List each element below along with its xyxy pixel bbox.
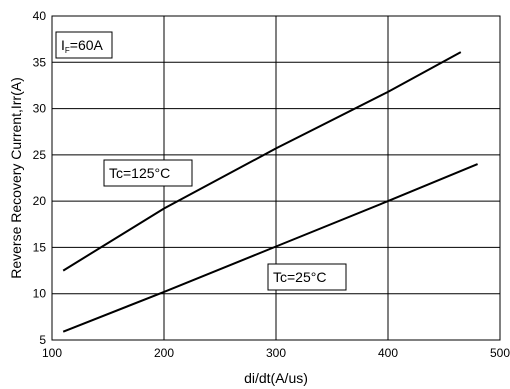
plot-area-frame [51, 15, 501, 341]
x-tick-label: 100 [42, 346, 62, 360]
series-label-125-text: Tc=125°C [109, 165, 170, 181]
series-curves [62, 51, 478, 333]
y-tick-label: 40 [33, 9, 47, 23]
condition-label-text: IF=60A [61, 37, 104, 55]
x-tick-label: 400 [378, 346, 398, 360]
series-line-0 [62, 51, 462, 272]
series-label-25: Tc=25°C [267, 263, 347, 291]
x-tick-label: 200 [154, 346, 174, 360]
series-line-1 [62, 163, 478, 333]
condition-label: IF=60A [55, 31, 113, 59]
x-axis-title: di/dt(A/us) [244, 370, 308, 386]
y-axis-title: Reverse Recovery Current,Irr(A) [8, 77, 24, 279]
series-label-25-text: Tc=25°C [273, 269, 326, 285]
y-tick-label: 5 [39, 333, 46, 347]
y-tick-label: 20 [33, 194, 47, 208]
y-tick-label: 35 [33, 55, 47, 69]
series-label-25-box [267, 263, 347, 291]
y-tick-label: 10 [33, 287, 47, 301]
series-label-125-box [103, 159, 193, 187]
x-tick-label: 500 [490, 346, 510, 360]
condition-label-box [55, 31, 113, 59]
y-tick-label: 30 [33, 102, 47, 116]
y-tick-label: 15 [33, 240, 47, 254]
x-tick-label: 300 [266, 346, 286, 360]
x-tick-labels: 100 200 300 400 500 [42, 346, 510, 360]
y-tick-label: 25 [33, 148, 47, 162]
series-label-125: Tc=125°C [103, 159, 193, 187]
y-tick-labels: 5 10 15 20 25 30 35 40 [33, 9, 47, 347]
